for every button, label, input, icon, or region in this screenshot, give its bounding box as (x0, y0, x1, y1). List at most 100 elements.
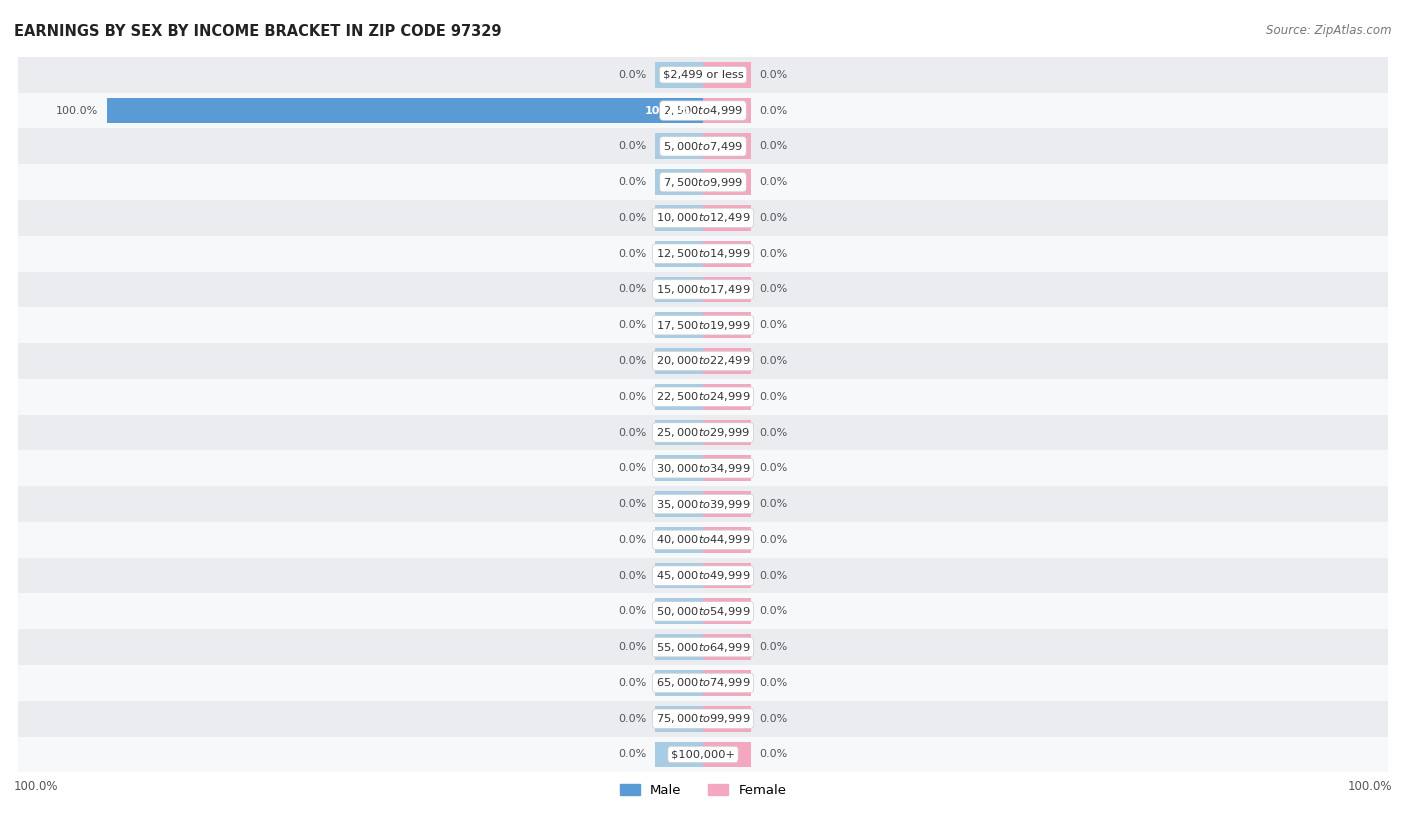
Bar (703, 491, 751, 517)
Bar (18, 93, 1388, 128)
Text: $5,000 to $7,499: $5,000 to $7,499 (664, 140, 742, 153)
Bar (18, 701, 1388, 737)
Text: 0.0%: 0.0% (759, 571, 787, 580)
Text: 0.0%: 0.0% (619, 463, 647, 473)
Text: $2,499 or less: $2,499 or less (662, 70, 744, 80)
Text: $75,000 to $99,999: $75,000 to $99,999 (655, 712, 751, 725)
Bar (655, 276, 703, 302)
Text: 0.0%: 0.0% (619, 356, 647, 366)
Text: 0.0%: 0.0% (759, 320, 787, 330)
Text: 0.0%: 0.0% (759, 213, 787, 223)
Text: 0.0%: 0.0% (619, 678, 647, 688)
Text: 0.0%: 0.0% (619, 499, 647, 509)
Text: 0.0%: 0.0% (759, 70, 787, 80)
Text: $22,500 to $24,999: $22,500 to $24,999 (655, 390, 751, 403)
Text: $55,000 to $64,999: $55,000 to $64,999 (655, 641, 751, 654)
Text: 0.0%: 0.0% (759, 678, 787, 688)
Text: 0.0%: 0.0% (619, 70, 647, 80)
Bar (18, 593, 1388, 629)
Bar (18, 272, 1388, 307)
Text: $100,000+: $100,000+ (671, 750, 735, 759)
Text: 100.0%: 100.0% (14, 780, 59, 793)
Text: $25,000 to $29,999: $25,000 to $29,999 (655, 426, 751, 439)
Bar (703, 598, 751, 624)
Bar (703, 98, 751, 124)
Text: 0.0%: 0.0% (759, 606, 787, 616)
Bar (703, 169, 751, 195)
Text: 0.0%: 0.0% (619, 571, 647, 580)
Text: EARNINGS BY SEX BY INCOME BRACKET IN ZIP CODE 97329: EARNINGS BY SEX BY INCOME BRACKET IN ZIP… (14, 24, 502, 39)
Bar (107, 98, 703, 124)
Text: 0.0%: 0.0% (619, 750, 647, 759)
Bar (655, 455, 703, 481)
Text: $17,500 to $19,999: $17,500 to $19,999 (655, 319, 751, 332)
Bar (703, 133, 751, 159)
Bar (655, 598, 703, 624)
Text: 0.0%: 0.0% (619, 606, 647, 616)
Text: 0.0%: 0.0% (759, 750, 787, 759)
Text: 0.0%: 0.0% (759, 642, 787, 652)
Text: 0.0%: 0.0% (619, 428, 647, 437)
Bar (703, 706, 751, 732)
Text: 100.0%: 100.0% (645, 106, 692, 115)
Bar (703, 563, 751, 589)
Text: 0.0%: 0.0% (759, 428, 787, 437)
Text: 0.0%: 0.0% (619, 213, 647, 223)
Bar (18, 450, 1388, 486)
Bar (703, 384, 751, 410)
Bar (703, 741, 751, 767)
Text: $2,500 to $4,999: $2,500 to $4,999 (664, 104, 742, 117)
Text: 100.0%: 100.0% (56, 106, 98, 115)
Bar (655, 527, 703, 553)
Bar (655, 312, 703, 338)
Bar (18, 737, 1388, 772)
Bar (703, 348, 751, 374)
Text: 0.0%: 0.0% (759, 106, 787, 115)
Bar (703, 670, 751, 696)
Bar (703, 241, 751, 267)
Text: 0.0%: 0.0% (619, 714, 647, 724)
Bar (655, 241, 703, 267)
Bar (655, 634, 703, 660)
Text: 0.0%: 0.0% (759, 463, 787, 473)
Bar (18, 128, 1388, 164)
Text: 0.0%: 0.0% (619, 392, 647, 402)
Bar (18, 307, 1388, 343)
Bar (655, 384, 703, 410)
Text: $15,000 to $17,499: $15,000 to $17,499 (655, 283, 751, 296)
Text: 0.0%: 0.0% (619, 285, 647, 294)
Bar (655, 741, 703, 767)
Text: $10,000 to $12,499: $10,000 to $12,499 (655, 211, 751, 224)
Bar (655, 169, 703, 195)
Text: $20,000 to $22,499: $20,000 to $22,499 (655, 354, 751, 367)
Bar (655, 205, 703, 231)
Text: 0.0%: 0.0% (759, 285, 787, 294)
Text: 0.0%: 0.0% (759, 177, 787, 187)
Text: $40,000 to $44,999: $40,000 to $44,999 (655, 533, 751, 546)
Bar (703, 312, 751, 338)
Text: Source: ZipAtlas.com: Source: ZipAtlas.com (1267, 24, 1392, 37)
Text: 0.0%: 0.0% (619, 320, 647, 330)
Bar (703, 420, 751, 446)
Bar (18, 665, 1388, 701)
Bar (18, 200, 1388, 236)
Text: $65,000 to $74,999: $65,000 to $74,999 (655, 676, 751, 689)
Bar (703, 455, 751, 481)
Bar (655, 563, 703, 589)
Bar (18, 415, 1388, 450)
Bar (18, 486, 1388, 522)
Text: 0.0%: 0.0% (759, 141, 787, 151)
Bar (18, 164, 1388, 200)
Bar (703, 62, 751, 88)
Bar (18, 629, 1388, 665)
Text: $12,500 to $14,999: $12,500 to $14,999 (655, 247, 751, 260)
Text: 0.0%: 0.0% (619, 141, 647, 151)
Bar (18, 236, 1388, 272)
Text: 0.0%: 0.0% (619, 249, 647, 259)
Bar (655, 62, 703, 88)
Bar (655, 491, 703, 517)
Bar (655, 420, 703, 446)
Text: $30,000 to $34,999: $30,000 to $34,999 (655, 462, 751, 475)
Text: 0.0%: 0.0% (759, 392, 787, 402)
Text: $7,500 to $9,999: $7,500 to $9,999 (664, 176, 742, 189)
